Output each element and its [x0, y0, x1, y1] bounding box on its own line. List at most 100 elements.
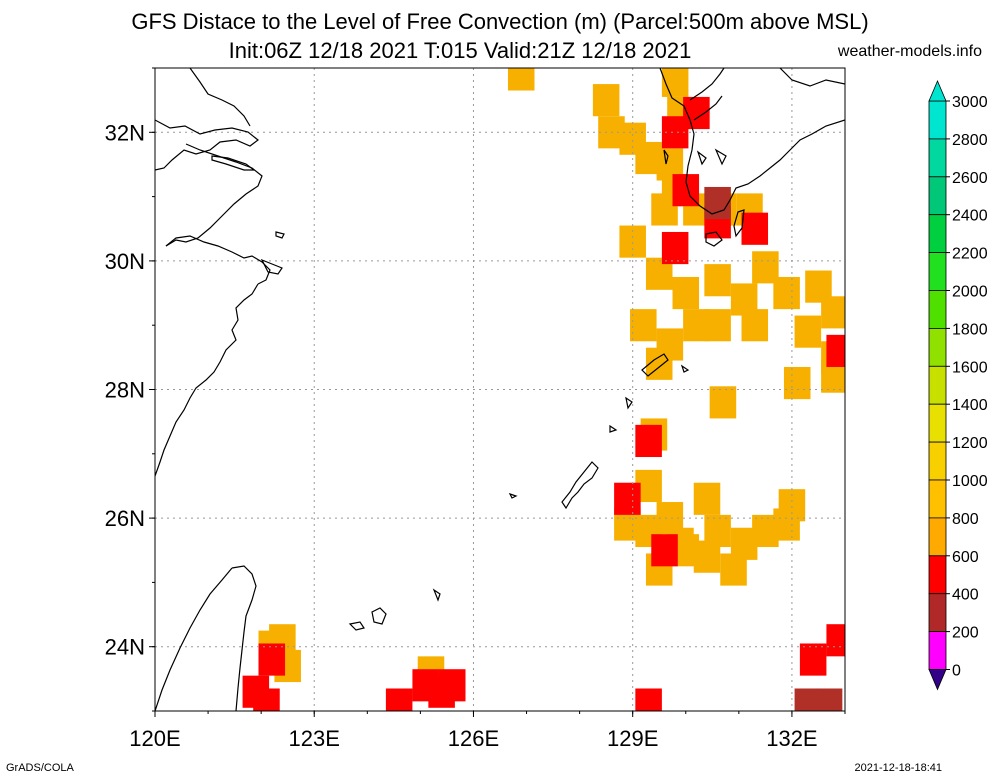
colorbar-label: 2200 — [952, 246, 988, 263]
axes: 120E 123E 126E 129E 132E 32N 30N 28N 26N 24N — [105, 67, 846, 751]
field-cell-600 — [614, 482, 641, 515]
field-cell-800-1000 — [773, 508, 800, 541]
field-cell-800-1000 — [704, 264, 731, 297]
field-cell-600 — [253, 688, 280, 711]
colorbar-segment — [928, 214, 947, 253]
colorbar-top-arrow — [928, 79, 947, 102]
x-tick-label: 126E — [448, 726, 499, 751]
colorbar-label: 1600 — [952, 359, 988, 376]
coast-shandong — [189, 68, 251, 127]
field-cell-800-1000 — [720, 553, 747, 586]
colorbar-label: 3000 — [952, 94, 988, 111]
colorbar-label: 800 — [952, 511, 979, 528]
y-tick-label: 32N — [105, 120, 145, 145]
coast-kyushu-west — [689, 68, 725, 121]
footer-software: GrADS/COLA — [6, 762, 74, 774]
field-cell-600 — [438, 669, 466, 702]
colorbar-segment — [928, 403, 947, 443]
field-cell-800-1000 — [507, 68, 535, 91]
island-yakushima — [705, 231, 723, 247]
grid-lines — [155, 68, 845, 711]
field-cell-600 — [635, 688, 662, 711]
y-tick-label: 24N — [105, 635, 145, 660]
coast-shikoku — [779, 68, 845, 87]
island-zhoushan-2 — [275, 231, 285, 239]
field-cell-400 — [704, 186, 731, 220]
site-credit: weather-models.info — [837, 43, 982, 60]
colorbar-label: 600 — [952, 549, 979, 566]
chart-title: GFS Distace to the Level of Free Convect… — [131, 9, 869, 34]
field-cell-600 — [741, 212, 769, 245]
field-cell-800-1000 — [794, 315, 822, 348]
coastlines — [155, 68, 845, 711]
footer-timestamp: 2021-12-18-18:41 — [854, 762, 942, 774]
colorbar-label: 1400 — [952, 397, 988, 414]
field-cell-600 — [826, 624, 845, 657]
field-cell-800-1000 — [693, 482, 721, 515]
colorbar-segment — [928, 479, 947, 519]
field-cell-800-1000 — [709, 386, 737, 419]
coast-china-north — [155, 119, 259, 171]
y-tick-label: 26N — [105, 506, 145, 531]
field-cell-600 — [651, 534, 678, 567]
field-cell-800-1000 — [821, 360, 845, 393]
island-zhoushan — [260, 258, 283, 275]
island-miyako — [432, 588, 441, 602]
x-tick-label: 123E — [289, 726, 340, 751]
island-tokara — [609, 364, 690, 433]
colorbar-segment — [928, 517, 947, 557]
colorbar-segment — [928, 555, 947, 595]
field-cell-800-1000 — [704, 309, 731, 342]
colorbar-label: 0 — [952, 663, 961, 680]
island-amami — [641, 353, 669, 377]
field-cell-600 — [826, 334, 845, 367]
field-cell-800-1000 — [741, 309, 769, 342]
colorbar-label: 1000 — [952, 473, 988, 490]
colorbar-segment — [928, 327, 947, 367]
field-cell-600 — [799, 643, 827, 676]
field-cell-800-1000 — [821, 296, 845, 329]
field-cell-800-1000 — [592, 84, 620, 117]
island-chongming — [211, 155, 256, 171]
colorbar-label: 1200 — [952, 435, 988, 452]
island-okinawa — [561, 461, 599, 510]
colorbar-label: 200 — [952, 625, 979, 642]
colorbar-label: 2000 — [952, 284, 988, 301]
y-tick-label: 28N — [105, 378, 145, 403]
field-cell-400 — [794, 688, 822, 711]
x-tick-label: 132E — [766, 726, 817, 751]
colorbar-segment — [928, 176, 947, 216]
field-cell-800-1000 — [630, 309, 657, 342]
field-cell-400 — [815, 688, 843, 711]
field-cell-600 — [661, 231, 689, 265]
island-kume — [508, 492, 518, 499]
island-yonaguni — [348, 621, 365, 631]
field-cell-800-1000 — [693, 540, 721, 573]
coast-kyushu — [659, 68, 845, 215]
island-tanegashima — [733, 209, 745, 238]
y-tick-label: 30N — [105, 249, 145, 274]
field-cell-600 — [385, 688, 413, 711]
x-tick-label: 120E — [129, 726, 180, 751]
field-cell-800-1000 — [672, 276, 700, 310]
chart-subtitle: Init:06Z 12/18 2021 T:015 Valid:21Z 12/1… — [228, 38, 692, 63]
field-cell-600 — [258, 643, 286, 676]
colorbar-label: 2400 — [952, 208, 988, 225]
x-tick-label: 129E — [607, 726, 658, 751]
field-cell-800-1000 — [773, 276, 800, 310]
coast-taiwan — [155, 565, 257, 711]
colorbar-label: 2800 — [952, 132, 988, 149]
colorbar-bottom-arrow — [928, 669, 947, 691]
colorbar-segment — [928, 138, 947, 178]
colorbar-segment — [928, 290, 947, 329]
island-goto — [663, 148, 727, 166]
field-layer — [242, 68, 845, 711]
island-iriomote — [371, 607, 387, 625]
colorbar-label: 1800 — [952, 321, 988, 338]
field-cell-800-1000 — [783, 366, 811, 400]
colorbar: 3000280026002400220020001800160014001200… — [928, 79, 988, 691]
colorbar-label: 400 — [952, 587, 979, 604]
colorbar-segment — [928, 441, 947, 481]
colorbar-segment — [928, 252, 947, 291]
